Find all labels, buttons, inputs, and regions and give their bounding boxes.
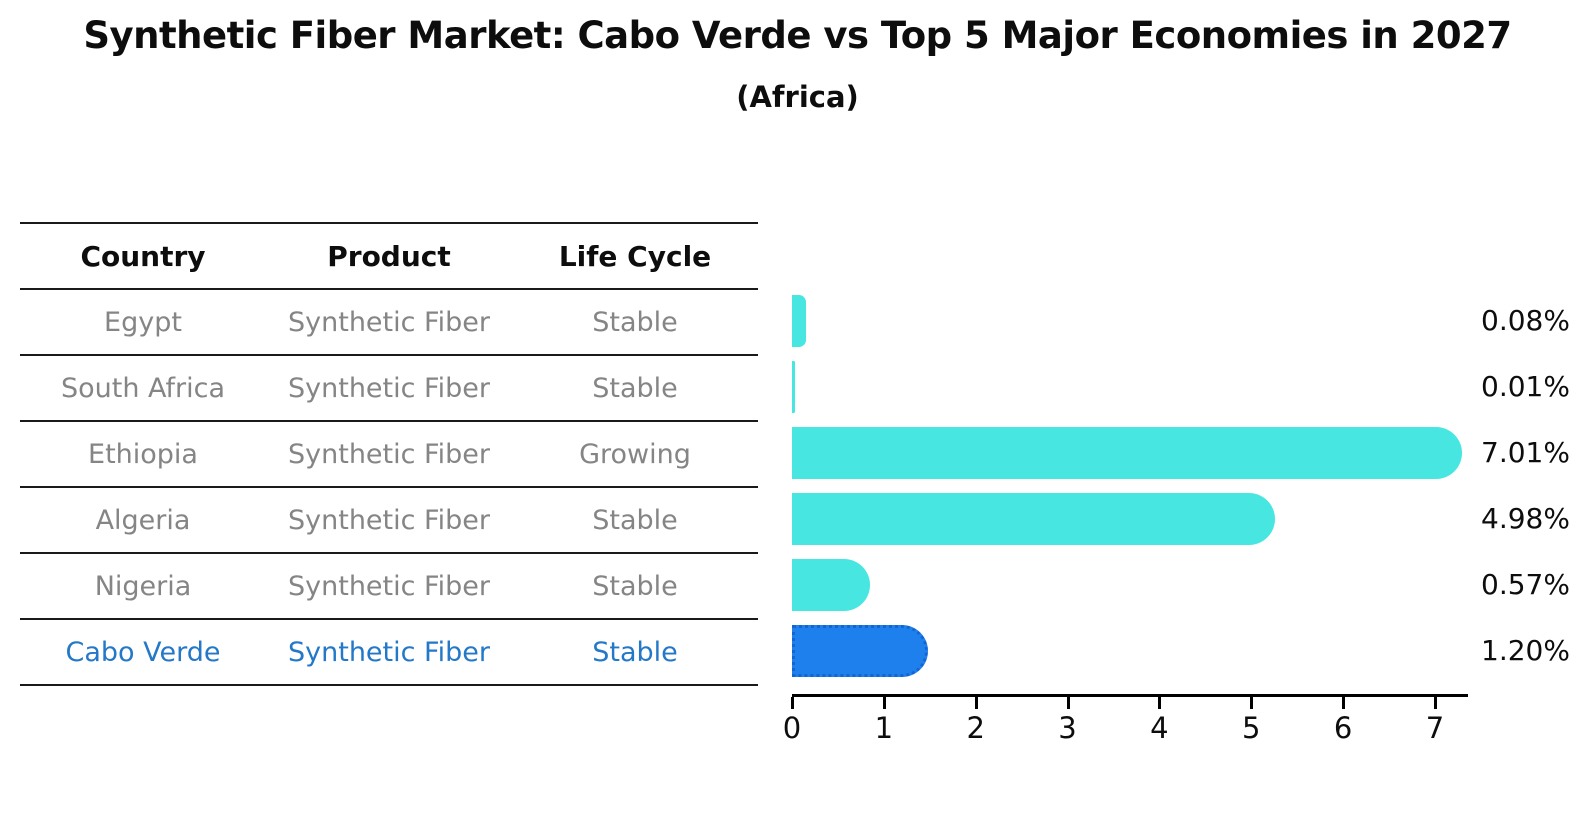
x-axis-tick bbox=[1342, 697, 1346, 709]
x-axis-tick-label: 7 bbox=[1425, 711, 1445, 745]
country-cell: Algeria bbox=[95, 504, 191, 536]
product-cell: Synthetic Fiber bbox=[288, 438, 490, 470]
table-row-cabo-verde: Cabo Verde Synthetic Fiber Stable bbox=[20, 620, 758, 686]
bar-ethiopia bbox=[792, 427, 1462, 479]
bar-egypt bbox=[792, 295, 807, 347]
x-axis-tick-label: 3 bbox=[1058, 711, 1077, 745]
col-header-product: Product bbox=[327, 239, 451, 273]
bar-algeria bbox=[792, 493, 1276, 545]
bar-cabo-verde bbox=[792, 625, 929, 677]
bar-value-label: 0.08% bbox=[1481, 304, 1570, 337]
bar-value-label: 7.01% bbox=[1481, 436, 1570, 469]
col-header-lifecycle: Life Cycle bbox=[558, 239, 712, 273]
product-cell: Synthetic Fiber bbox=[288, 636, 490, 668]
chart-title: Synthetic Fiber Market: Cabo Verde vs To… bbox=[83, 14, 1512, 57]
lifecycle-cell: Stable bbox=[592, 372, 678, 404]
lifecycle-cell: Stable bbox=[592, 570, 678, 602]
country-cell: South Africa bbox=[60, 372, 226, 404]
table-row: South Africa Synthetic Fiber Stable bbox=[20, 356, 758, 422]
x-axis-tick bbox=[1066, 697, 1070, 709]
table-row: Algeria Synthetic Fiber Stable bbox=[20, 488, 758, 554]
table-row: Ethiopia Synthetic Fiber Growing bbox=[20, 422, 758, 488]
country-cell: Ethiopia bbox=[88, 438, 198, 470]
bar-chart: 0 1 2 3 4 5 6 7 bbox=[783, 222, 1468, 745]
lifecycle-cell: Stable bbox=[592, 306, 678, 338]
bar-south-africa bbox=[792, 361, 795, 413]
x-axis-tick-label: 0 bbox=[782, 711, 802, 745]
table-row: Nigeria Synthetic Fiber Stable bbox=[20, 554, 758, 620]
country-cell: Cabo Verde bbox=[65, 636, 221, 668]
table-row: Egypt Synthetic Fiber Stable bbox=[20, 290, 758, 356]
bar-nigeria bbox=[792, 559, 871, 611]
lifecycle-cell: Stable bbox=[592, 636, 678, 668]
product-cell: Synthetic Fiber bbox=[288, 570, 490, 602]
chart-subtitle: (Africa) bbox=[736, 80, 859, 114]
lifecycle-cell: Stable bbox=[592, 504, 678, 536]
country-table: Country Product Life Cycle Egypt Synthet… bbox=[20, 222, 758, 686]
country-cell: Nigeria bbox=[94, 570, 192, 602]
x-axis-tick bbox=[1433, 697, 1437, 709]
x-axis-tick-label: 1 bbox=[874, 711, 894, 745]
x-axis-tick bbox=[882, 697, 886, 709]
x-axis-tick bbox=[791, 697, 794, 709]
x-axis-tick-label: 2 bbox=[966, 711, 985, 745]
bar-value-label: 0.57% bbox=[1481, 568, 1570, 601]
product-cell: Synthetic Fiber bbox=[288, 504, 490, 536]
product-cell: Synthetic Fiber bbox=[288, 306, 490, 338]
product-cell: Synthetic Fiber bbox=[288, 372, 490, 404]
x-axis-tick bbox=[974, 697, 978, 709]
x-axis-tick-label: 6 bbox=[1333, 711, 1353, 745]
table-header-row: Country Product Life Cycle bbox=[20, 222, 758, 290]
col-header-country: Country bbox=[80, 239, 206, 273]
bar-value-label: 0.01% bbox=[1481, 370, 1570, 403]
lifecycle-cell: Growing bbox=[579, 438, 691, 470]
x-axis-tick bbox=[1250, 697, 1254, 709]
x-axis-tick-label: 5 bbox=[1242, 711, 1261, 745]
bar-value-label: 4.98% bbox=[1481, 502, 1570, 535]
x-axis-tick-label: 4 bbox=[1150, 711, 1169, 745]
x-axis-tick bbox=[1158, 697, 1162, 709]
country-cell: Egypt bbox=[104, 306, 182, 338]
bar-value-label: 1.20% bbox=[1481, 634, 1570, 667]
